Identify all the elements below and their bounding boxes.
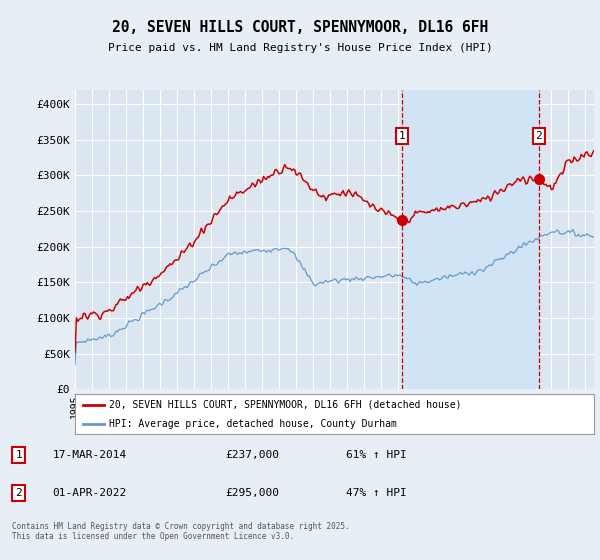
Text: £237,000: £237,000 [225, 450, 279, 460]
Text: 01-APR-2022: 01-APR-2022 [52, 488, 127, 498]
Text: £295,000: £295,000 [225, 488, 279, 498]
Text: Price paid vs. HM Land Registry's House Price Index (HPI): Price paid vs. HM Land Registry's House … [107, 43, 493, 53]
Text: 1: 1 [398, 131, 405, 141]
Text: 61% ↑ HPI: 61% ↑ HPI [346, 450, 407, 460]
Bar [402, 90, 539, 389]
Text: 20, SEVEN HILLS COURT, SPENNYMOOR, DL16 6FH (detached house): 20, SEVEN HILLS COURT, SPENNYMOOR, DL16 … [109, 400, 461, 410]
Text: 20, SEVEN HILLS COURT, SPENNYMOOR, DL16 6FH: 20, SEVEN HILLS COURT, SPENNYMOOR, DL16 … [112, 20, 488, 35]
Text: 1: 1 [16, 450, 22, 460]
Text: 2: 2 [535, 131, 542, 141]
Text: HPI: Average price, detached house, County Durham: HPI: Average price, detached house, Coun… [109, 419, 397, 429]
Text: 2: 2 [16, 488, 22, 498]
Text: 47% ↑ HPI: 47% ↑ HPI [346, 488, 407, 498]
Text: Contains HM Land Registry data © Crown copyright and database right 2025.
This d: Contains HM Land Registry data © Crown c… [12, 522, 350, 542]
Text: 17-MAR-2014: 17-MAR-2014 [52, 450, 127, 460]
